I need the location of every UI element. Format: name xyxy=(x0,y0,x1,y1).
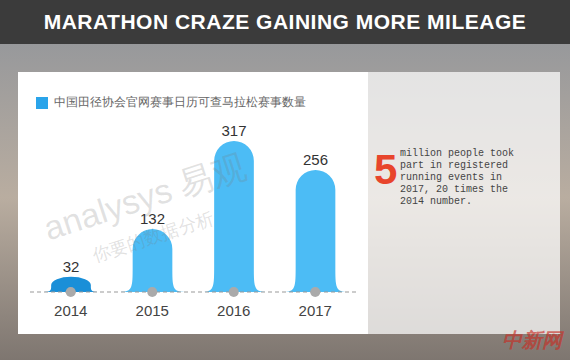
svg-text:317: 317 xyxy=(221,122,246,139)
svg-text:32: 32 xyxy=(63,258,80,275)
svg-text:132: 132 xyxy=(140,210,165,227)
svg-text:2016: 2016 xyxy=(217,302,250,319)
svg-text:2014: 2014 xyxy=(54,302,87,319)
svg-text:2017: 2017 xyxy=(299,302,332,319)
svg-text:2015: 2015 xyxy=(136,302,169,319)
svg-text:256: 256 xyxy=(303,151,328,168)
